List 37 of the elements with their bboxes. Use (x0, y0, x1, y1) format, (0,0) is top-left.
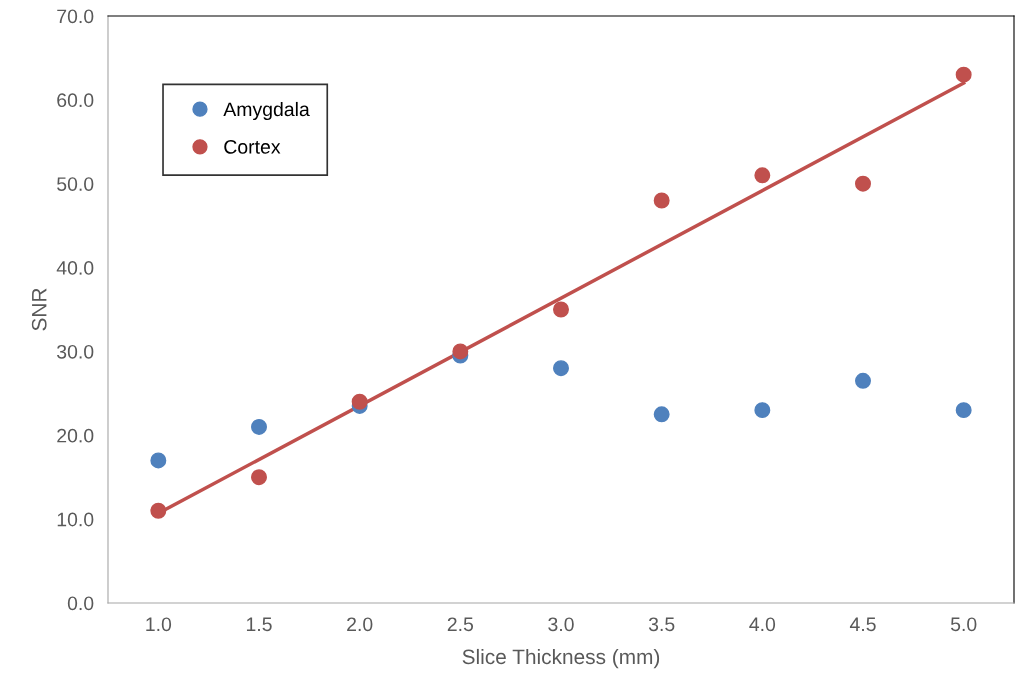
point (553, 360, 569, 377)
y-tick-label: 20.0 (57, 428, 94, 443)
point (754, 402, 771, 419)
legend-label: Amygdala (223, 101, 310, 121)
x-tick-label: 1.5 (246, 617, 272, 632)
point (251, 469, 267, 486)
y-tick-label: 50.0 (57, 177, 94, 191)
point (754, 167, 771, 184)
x-tick-label: 3.5 (648, 617, 675, 632)
point (955, 66, 972, 83)
y-axis-title: SNR (31, 288, 47, 331)
x-tick-label: 5.0 (950, 617, 977, 632)
point (653, 406, 670, 423)
y-tick-label: 70.0 (57, 9, 94, 24)
point (452, 343, 469, 360)
point (653, 192, 670, 209)
legend-label: Cortex (224, 140, 281, 154)
y-tick-label: 10.0 (57, 512, 94, 527)
y-tick-label: 30.0 (57, 344, 94, 359)
point (150, 502, 167, 519)
x-tick-label: 4.5 (849, 617, 876, 632)
x-tick-label: 2.0 (347, 617, 373, 632)
point (955, 402, 972, 419)
point (553, 301, 569, 318)
y-tick-label: 0.0 (67, 596, 94, 611)
point (351, 393, 368, 410)
y-tick-label: 60.0 (57, 93, 94, 108)
point (150, 452, 167, 469)
x-tick-label: 3.0 (548, 617, 574, 632)
x-tick-label: 2.5 (447, 617, 474, 632)
point (855, 175, 871, 192)
point (251, 418, 267, 435)
x-axis-title: Slice Thickness (mm) (462, 648, 660, 669)
x-tick-label: 4.0 (749, 617, 776, 632)
y-tick-label: 40.0 (56, 261, 94, 275)
x-tick-label: 1.0 (146, 617, 172, 632)
point (855, 372, 871, 389)
